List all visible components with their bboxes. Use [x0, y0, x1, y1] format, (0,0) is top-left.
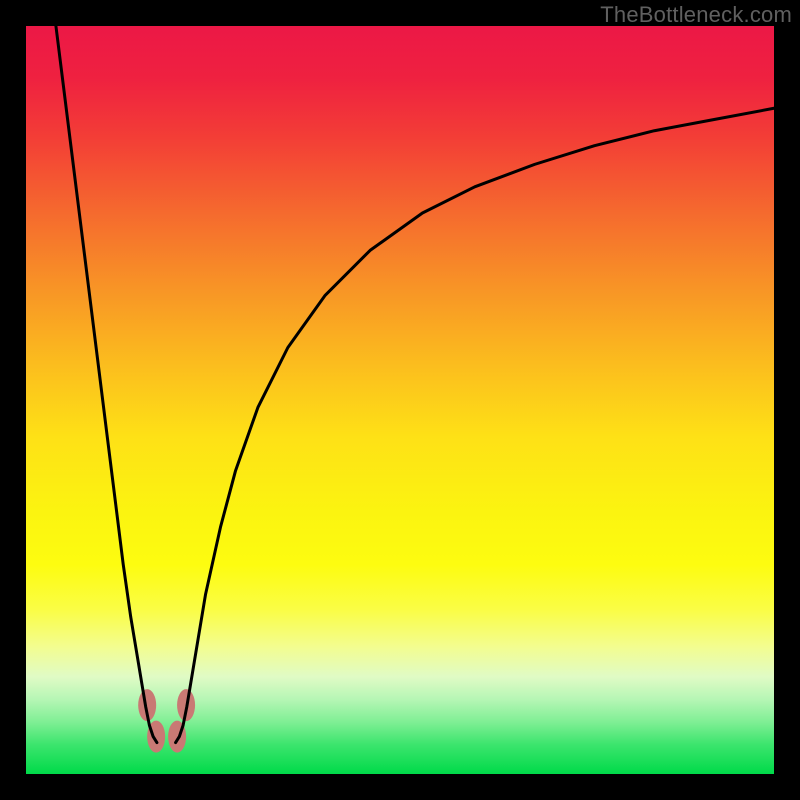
chart-container: TheBottleneck.com [0, 0, 800, 800]
watermark-text: TheBottleneck.com [600, 2, 792, 28]
curve-right [176, 108, 774, 742]
curve-left [56, 26, 157, 743]
curves-layer [0, 0, 800, 800]
